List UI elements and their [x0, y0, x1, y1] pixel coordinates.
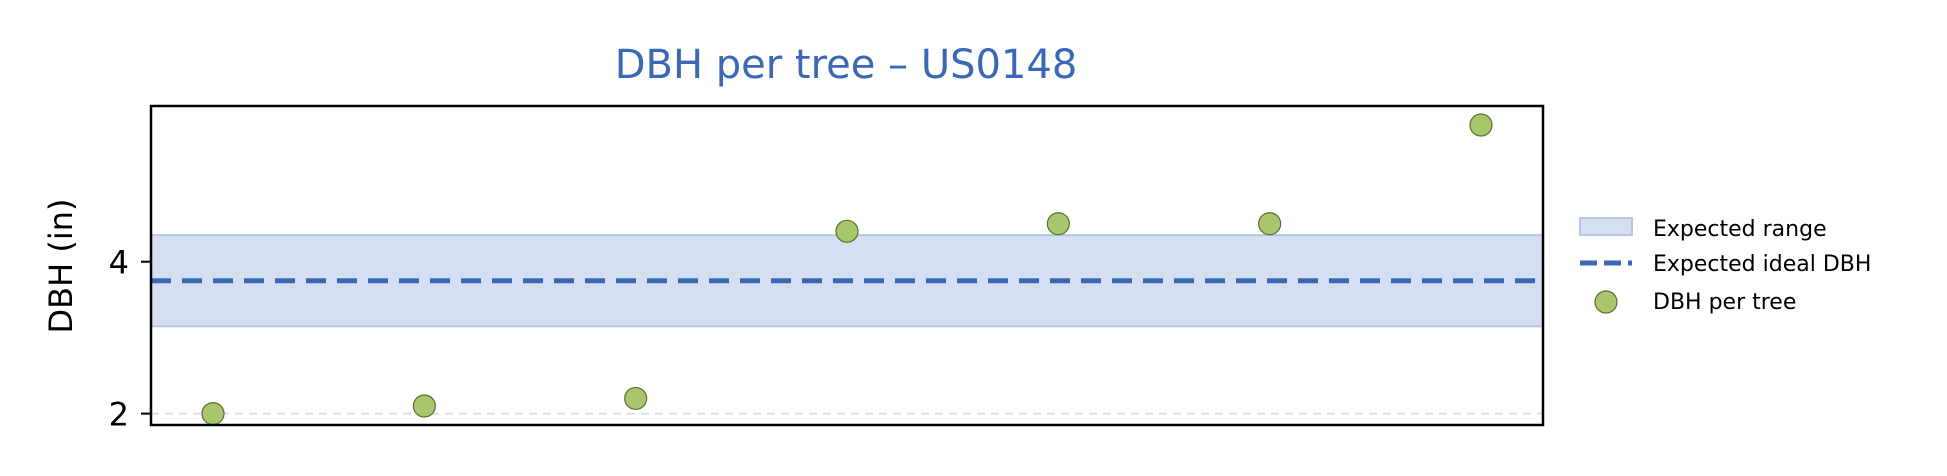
y-tick-label: 4: [109, 244, 129, 282]
data-point: [1469, 113, 1493, 137]
legend-range-swatch: [1579, 217, 1633, 236]
y-axis-label: DBH (in): [42, 199, 80, 334]
legend-point-swatch: [1594, 290, 1618, 314]
data-point: [1046, 212, 1070, 236]
plot-frame: [149, 104, 1545, 427]
data-point: [412, 394, 436, 418]
legend: Expected range Expected ideal DBH DBH per …: [1579, 217, 1871, 315]
plot-area: 24: [109, 104, 1545, 434]
legend-label-series: DBH per tree: [1653, 290, 1796, 315]
data-point: [201, 402, 225, 426]
data-point: [624, 386, 648, 411]
data-point: [1258, 212, 1282, 236]
legend-label-expected-range: Expected range: [1653, 217, 1827, 242]
y-tick-label: 2: [109, 396, 129, 434]
data-point: [835, 219, 859, 243]
legend-label-expected-ideal: Expected ideal DBH: [1653, 252, 1871, 277]
chart-title: DBH per tree – US0148: [615, 42, 1078, 88]
